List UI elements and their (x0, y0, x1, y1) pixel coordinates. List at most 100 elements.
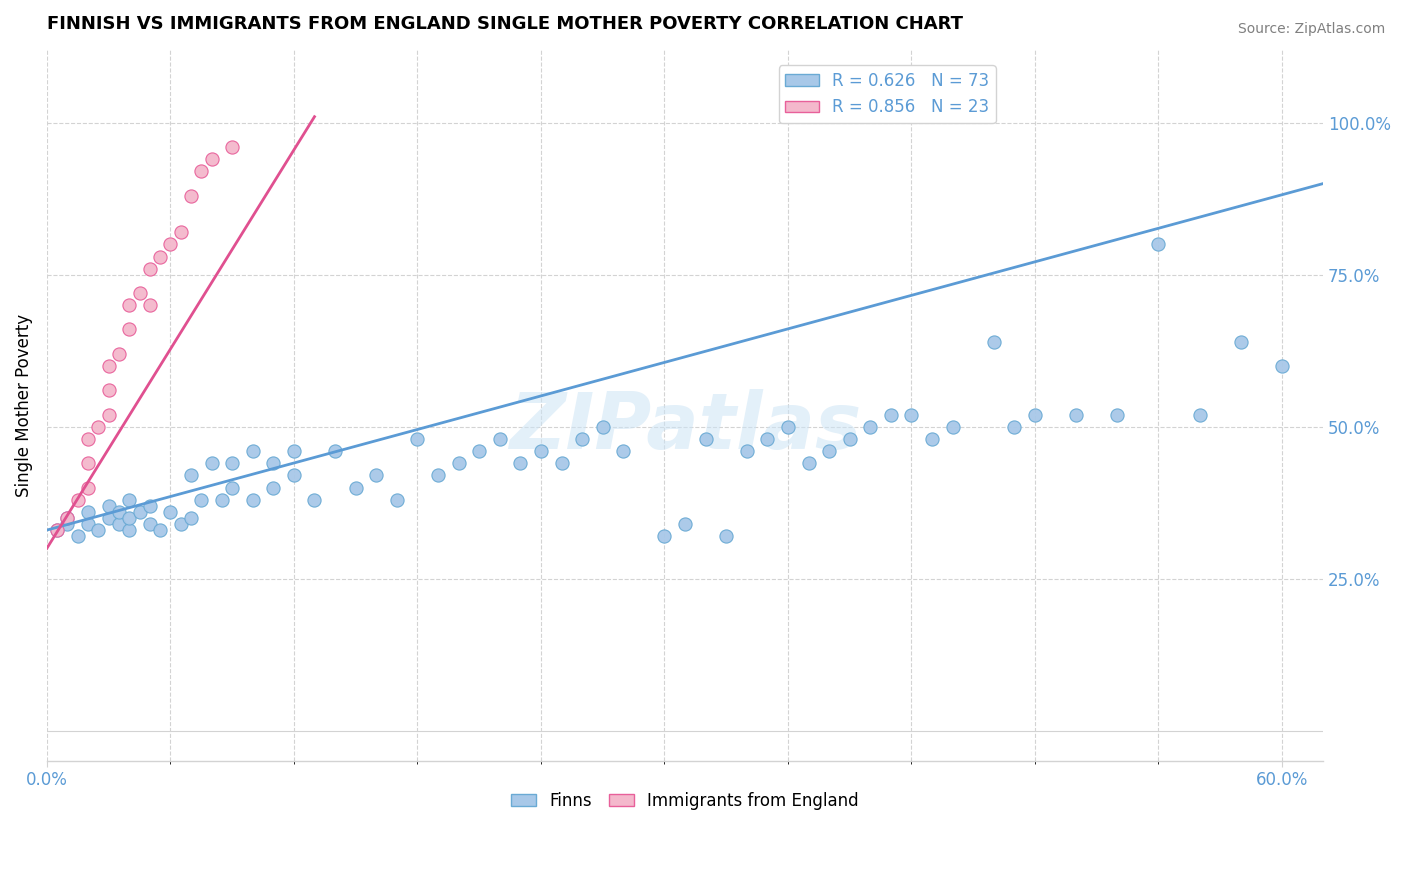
Point (139, 298, 162, 312)
Point (242, 444, 264, 458)
Point (66, 529, 89, 543)
Point (859, 419, 882, 434)
Point (1271, 359, 1294, 373)
Point (406, 432, 429, 446)
Point (108, 516, 131, 531)
Point (46, 523, 69, 537)
Point (714, 529, 737, 543)
Point (56, 516, 79, 531)
Text: Source: ZipAtlas.com: Source: ZipAtlas.com (1237, 22, 1385, 37)
Point (46, 523, 69, 537)
Point (1188, 408, 1211, 422)
Point (159, 237, 181, 252)
Legend: Finns, Immigrants from England: Finns, Immigrants from England (505, 786, 866, 817)
Point (654, 529, 676, 543)
Point (776, 419, 799, 434)
Point (447, 456, 470, 470)
Point (242, 492, 264, 507)
Point (118, 511, 141, 525)
Point (118, 322, 141, 336)
Point (56, 511, 79, 525)
Point (139, 499, 162, 513)
Point (942, 419, 965, 434)
Point (983, 334, 1005, 349)
Point (118, 523, 141, 537)
Point (200, 456, 222, 470)
Point (87, 419, 110, 434)
Point (612, 444, 634, 458)
Point (77, 481, 100, 495)
Point (818, 444, 841, 458)
Point (385, 492, 408, 507)
Point (530, 444, 553, 458)
Point (128, 285, 150, 300)
Point (66, 492, 89, 507)
Point (1064, 408, 1087, 422)
Text: ZIPatlas: ZIPatlas (509, 389, 860, 465)
Point (756, 432, 779, 446)
Point (283, 468, 305, 483)
Point (283, 444, 305, 458)
Point (149, 523, 172, 537)
Point (488, 432, 510, 446)
Point (221, 140, 243, 154)
Point (468, 444, 491, 458)
Point (190, 492, 212, 507)
Point (180, 511, 202, 525)
Point (797, 456, 820, 470)
Point (304, 492, 326, 507)
Point (880, 408, 903, 422)
Point (139, 516, 162, 531)
Point (571, 432, 593, 446)
Point (509, 456, 531, 470)
Point (77, 505, 100, 519)
Point (1002, 419, 1025, 434)
Point (838, 432, 860, 446)
Point (221, 456, 243, 470)
Point (159, 505, 181, 519)
Point (170, 516, 193, 531)
Point (139, 261, 162, 276)
Point (921, 432, 943, 446)
Point (108, 505, 131, 519)
Point (323, 444, 346, 458)
Point (118, 492, 141, 507)
Point (97, 408, 120, 422)
Text: FINNISH VS IMMIGRANTS FROM ENGLAND SINGLE MOTHER POVERTY CORRELATION CHART: FINNISH VS IMMIGRANTS FROM ENGLAND SINGL… (46, 15, 963, 33)
Point (221, 481, 243, 495)
Point (550, 456, 572, 470)
Y-axis label: Single Mother Poverty: Single Mother Poverty (15, 314, 32, 497)
Point (87, 523, 110, 537)
Point (900, 408, 922, 422)
Point (262, 456, 284, 470)
Point (118, 298, 141, 312)
Point (344, 481, 367, 495)
Point (108, 347, 131, 361)
Point (592, 419, 614, 434)
Point (77, 456, 100, 470)
Point (56, 511, 79, 525)
Point (97, 359, 120, 373)
Point (97, 384, 120, 398)
Point (366, 468, 388, 483)
Point (1107, 408, 1129, 422)
Point (200, 153, 222, 167)
Point (735, 444, 758, 458)
Point (170, 225, 193, 239)
Point (180, 468, 202, 483)
Point (180, 188, 202, 202)
Point (673, 516, 696, 531)
Point (427, 468, 450, 483)
Point (262, 481, 284, 495)
Point (1230, 334, 1253, 349)
Point (77, 516, 100, 531)
Point (77, 432, 100, 446)
Point (190, 164, 212, 178)
Point (97, 499, 120, 513)
Point (149, 250, 172, 264)
Point (128, 505, 150, 519)
Point (695, 432, 717, 446)
Point (211, 492, 233, 507)
Point (97, 511, 120, 525)
Point (1147, 237, 1170, 252)
